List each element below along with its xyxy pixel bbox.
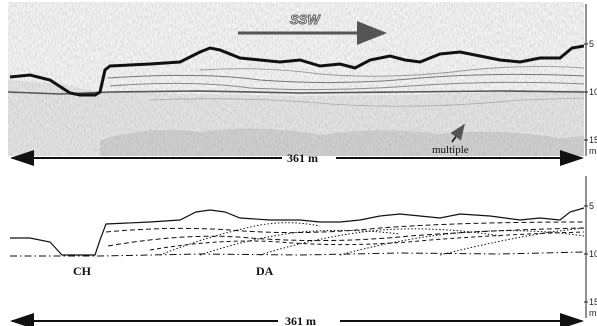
depth-tick-label: 10 <box>589 87 597 97</box>
internal-reflector <box>107 73 584 84</box>
depth-tick-label: 5 <box>589 201 594 211</box>
interpreted-reflector-dotted <box>439 227 585 256</box>
internal-reflector <box>199 65 584 77</box>
depth-tick-label: 15 <box>589 135 597 145</box>
depth-unit-label: m <box>589 146 597 156</box>
multiple-label: multiple <box>432 144 469 156</box>
subbottom-shadow <box>8 80 584 156</box>
interpreted-reflector-dotted <box>159 222 321 256</box>
interpreted-reflector-dotted <box>259 228 501 256</box>
internal-reflector <box>109 81 584 91</box>
unit-label-da: DA <box>256 264 274 278</box>
interpreted-reflector-dotted <box>339 230 585 256</box>
scale-bar-label: 361 m <box>287 151 318 165</box>
seafloor-reflector <box>9 44 584 97</box>
depth-tick-label: 5 <box>589 39 594 49</box>
seismic-profile-panel: SSW multiple 361 m 5 10 15 m <box>8 2 597 166</box>
scale-bar-label: 361 m <box>285 314 316 326</box>
depth-unit-label: m <box>589 308 597 318</box>
internal-reflector <box>149 97 584 107</box>
depth-tick-label: 15 <box>589 297 597 307</box>
interpreted-reflector-dashed <box>105 221 585 234</box>
direction-label: SSW <box>290 12 321 27</box>
interpreted-seafloor <box>10 207 585 256</box>
interpreted-basal-reflector <box>10 251 585 257</box>
interpreted-reflector-dashed <box>149 231 585 251</box>
interpreted-reflector-dotted <box>199 229 401 256</box>
multiple-zone <box>100 128 584 156</box>
unit-label-ch: CH <box>73 264 92 278</box>
depth-tick-label: 10 <box>589 249 597 259</box>
interpretation-panel: CH DA 361 m 5 10 15 m <box>10 176 597 326</box>
multiple-pointer-arrow <box>450 123 465 143</box>
